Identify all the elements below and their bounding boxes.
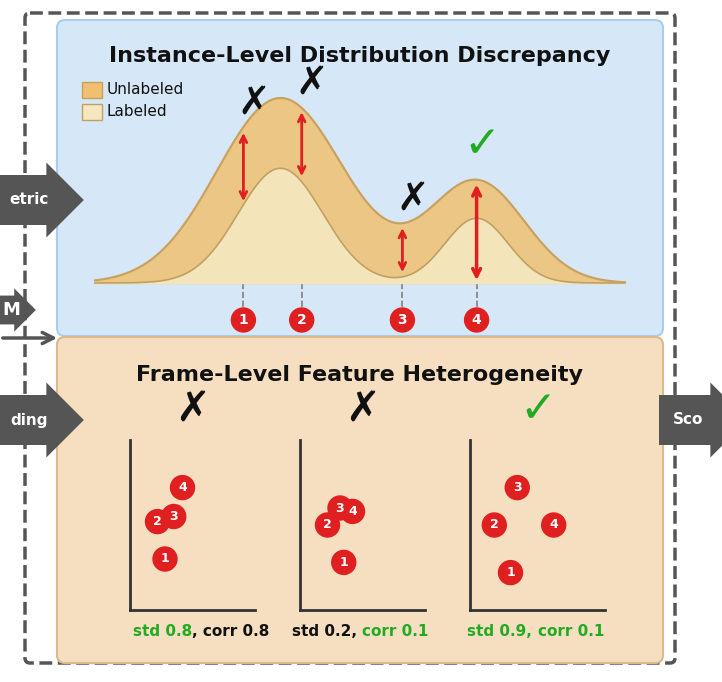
Text: 3: 3: [398, 313, 407, 327]
Text: 2: 2: [153, 515, 162, 528]
Text: std 0.9,: std 0.9,: [467, 625, 537, 640]
Text: ✗: ✗: [396, 179, 429, 218]
Circle shape: [153, 547, 177, 571]
Text: 1: 1: [160, 552, 170, 565]
Text: Labeled: Labeled: [107, 104, 168, 119]
Text: 2: 2: [490, 518, 499, 531]
Text: ✗: ✗: [345, 389, 380, 431]
Circle shape: [328, 496, 352, 520]
FancyBboxPatch shape: [82, 104, 102, 120]
Circle shape: [170, 475, 194, 500]
Text: , corr 0.8: , corr 0.8: [193, 625, 270, 640]
Text: ✓: ✓: [519, 389, 556, 432]
Text: ✗: ✗: [175, 389, 210, 431]
Text: std 0.8: std 0.8: [134, 625, 193, 640]
Text: etric: etric: [9, 192, 48, 207]
FancyBboxPatch shape: [0, 383, 84, 458]
Circle shape: [482, 513, 506, 537]
FancyBboxPatch shape: [82, 82, 102, 98]
Circle shape: [391, 308, 414, 332]
Text: 4: 4: [471, 313, 482, 327]
Text: Sco: Sco: [673, 413, 703, 428]
Text: ✗: ✗: [295, 63, 328, 102]
Text: Unlabeled: Unlabeled: [107, 83, 184, 98]
Circle shape: [290, 308, 313, 332]
Text: ding: ding: [10, 413, 48, 428]
Circle shape: [146, 509, 170, 533]
Text: 3: 3: [170, 510, 178, 523]
Circle shape: [162, 505, 186, 529]
Circle shape: [341, 499, 365, 523]
Text: corr 0.1: corr 0.1: [537, 625, 604, 640]
FancyBboxPatch shape: [57, 337, 663, 663]
Text: 1: 1: [238, 313, 248, 327]
Text: corr 0.1: corr 0.1: [362, 625, 429, 640]
FancyBboxPatch shape: [0, 162, 84, 237]
Text: 2: 2: [323, 518, 332, 531]
Circle shape: [542, 513, 566, 537]
Text: 4: 4: [178, 481, 187, 494]
Text: 4: 4: [549, 518, 558, 531]
Circle shape: [231, 308, 256, 332]
Circle shape: [498, 561, 523, 584]
Circle shape: [331, 550, 356, 574]
Text: 3: 3: [336, 501, 344, 514]
Circle shape: [316, 513, 339, 537]
Text: ✗: ✗: [237, 84, 270, 122]
Text: std 0.2,: std 0.2,: [292, 625, 362, 640]
Text: Frame-Level Feature Heterogeneity: Frame-Level Feature Heterogeneity: [136, 365, 583, 385]
Circle shape: [464, 308, 489, 332]
Text: Instance-Level Distribution Discrepancy: Instance-Level Distribution Discrepancy: [109, 46, 611, 66]
FancyBboxPatch shape: [659, 383, 722, 458]
Text: M: M: [2, 301, 20, 319]
Text: 1: 1: [506, 566, 515, 579]
FancyBboxPatch shape: [25, 13, 675, 663]
Circle shape: [505, 475, 529, 500]
Text: 2: 2: [297, 313, 307, 327]
Text: 4: 4: [348, 505, 357, 518]
Text: ✓: ✓: [463, 123, 500, 166]
Text: 3: 3: [513, 481, 521, 494]
FancyBboxPatch shape: [57, 20, 663, 336]
Text: 1: 1: [339, 556, 348, 569]
